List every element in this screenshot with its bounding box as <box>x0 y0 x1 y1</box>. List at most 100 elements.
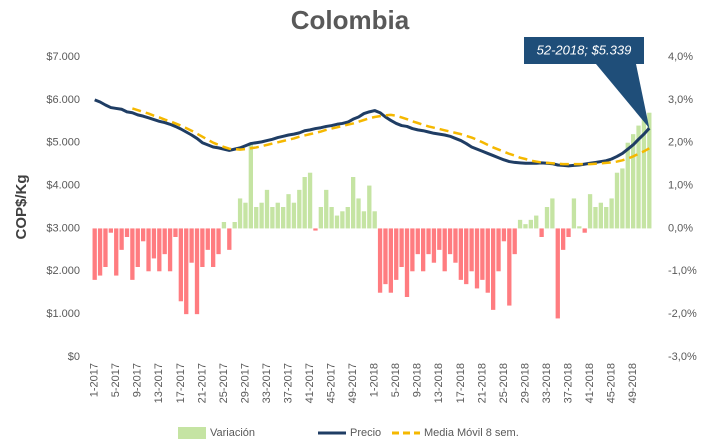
bar <box>458 228 463 280</box>
bar <box>388 228 393 293</box>
bar <box>415 228 420 255</box>
x-tick-label: 1-2017 <box>89 363 101 397</box>
bar <box>108 228 113 233</box>
bar <box>636 125 641 229</box>
bar <box>329 207 334 229</box>
x-tick-label: 33-2018 <box>541 363 553 403</box>
y-tick-label: $2.000 <box>46 265 80 277</box>
bar <box>480 228 485 280</box>
bar <box>426 228 431 255</box>
y-tick-label: $6.000 <box>46 94 80 106</box>
bar <box>259 202 264 229</box>
bar <box>496 228 501 272</box>
x-tick-label: 45-2018 <box>606 363 618 403</box>
x-tick-label: 37-2018 <box>562 363 574 403</box>
bar <box>367 185 372 229</box>
bar <box>577 226 582 229</box>
bar <box>275 202 280 229</box>
bar <box>437 228 442 250</box>
bar <box>237 198 243 229</box>
bar <box>539 228 544 237</box>
y-tick-label: $5.000 <box>46 137 80 149</box>
bar <box>501 228 507 242</box>
annotation: 52-2018; $5.339 <box>537 42 632 57</box>
legend-label: Precio <box>350 427 381 439</box>
bar <box>534 215 539 229</box>
bar <box>157 228 162 272</box>
bar <box>189 228 194 263</box>
bar <box>254 207 259 229</box>
bar <box>146 228 151 272</box>
bar <box>631 134 636 229</box>
bar <box>324 189 329 229</box>
bar <box>227 228 232 250</box>
bar <box>270 207 275 229</box>
annotation-box <box>524 37 644 64</box>
bar <box>205 228 210 250</box>
x-tick-label: 25-2018 <box>498 363 510 403</box>
bar <box>544 207 550 229</box>
bar <box>453 228 458 263</box>
bar <box>517 219 523 229</box>
x-tick-label: 29-2017 <box>239 363 251 403</box>
bar <box>561 228 566 250</box>
bar <box>135 228 140 267</box>
bar <box>566 228 571 237</box>
x-tick-label: 13-2017 <box>153 363 165 403</box>
y-tick-label: $4.000 <box>46 179 80 191</box>
bar <box>297 189 302 229</box>
x-tick-label: 17-2017 <box>175 363 187 403</box>
bar <box>464 228 469 285</box>
x-tick-label: 49-2018 <box>627 363 639 403</box>
bar <box>383 228 388 285</box>
bar <box>243 202 248 229</box>
bar <box>587 194 593 229</box>
line <box>132 107 650 166</box>
bar <box>609 198 614 229</box>
x-tick-label: 21-2018 <box>476 363 488 403</box>
x-tick-label: 17-2018 <box>455 363 467 403</box>
bar <box>604 207 609 229</box>
bar <box>356 198 361 229</box>
bar <box>248 142 253 229</box>
bar <box>340 211 345 229</box>
x-tick-label: 5-2018 <box>390 363 402 397</box>
bar <box>528 219 533 229</box>
bar <box>507 228 512 306</box>
bar <box>491 228 496 310</box>
bar <box>404 228 410 297</box>
annotation-pointer <box>596 64 650 129</box>
x-tick-label: 29-2018 <box>519 363 531 403</box>
y2-tick-label: 3,0% <box>668 94 693 106</box>
bar <box>221 222 227 229</box>
chart-title: Colombia <box>291 5 410 35</box>
y-axis-label: COP$/Kg <box>13 174 30 239</box>
bar <box>103 228 108 267</box>
bar <box>372 211 377 229</box>
y-tick-label: $0 <box>68 351 80 363</box>
x-tick-label: 49-2017 <box>347 363 359 403</box>
legend-swatch <box>178 427 206 439</box>
bar <box>141 228 146 242</box>
bar <box>114 228 119 276</box>
x-tick-label: 9-2017 <box>132 363 144 397</box>
bar <box>555 228 560 319</box>
bar <box>345 207 350 229</box>
bar <box>582 228 587 233</box>
bar <box>200 228 205 267</box>
bar <box>264 189 270 229</box>
bar <box>318 207 323 229</box>
bar <box>351 177 356 229</box>
x-tick-label: 41-2018 <box>584 363 596 403</box>
bar <box>421 228 426 272</box>
x-tick-label: 21-2017 <box>196 363 208 403</box>
bar <box>151 228 157 259</box>
y2-tick-label: -2,0% <box>668 308 697 320</box>
bar <box>194 228 200 315</box>
bar <box>97 228 103 276</box>
bar <box>130 228 135 280</box>
bar <box>399 228 404 267</box>
bar <box>167 228 173 272</box>
bar <box>178 228 183 302</box>
bar <box>394 228 399 280</box>
